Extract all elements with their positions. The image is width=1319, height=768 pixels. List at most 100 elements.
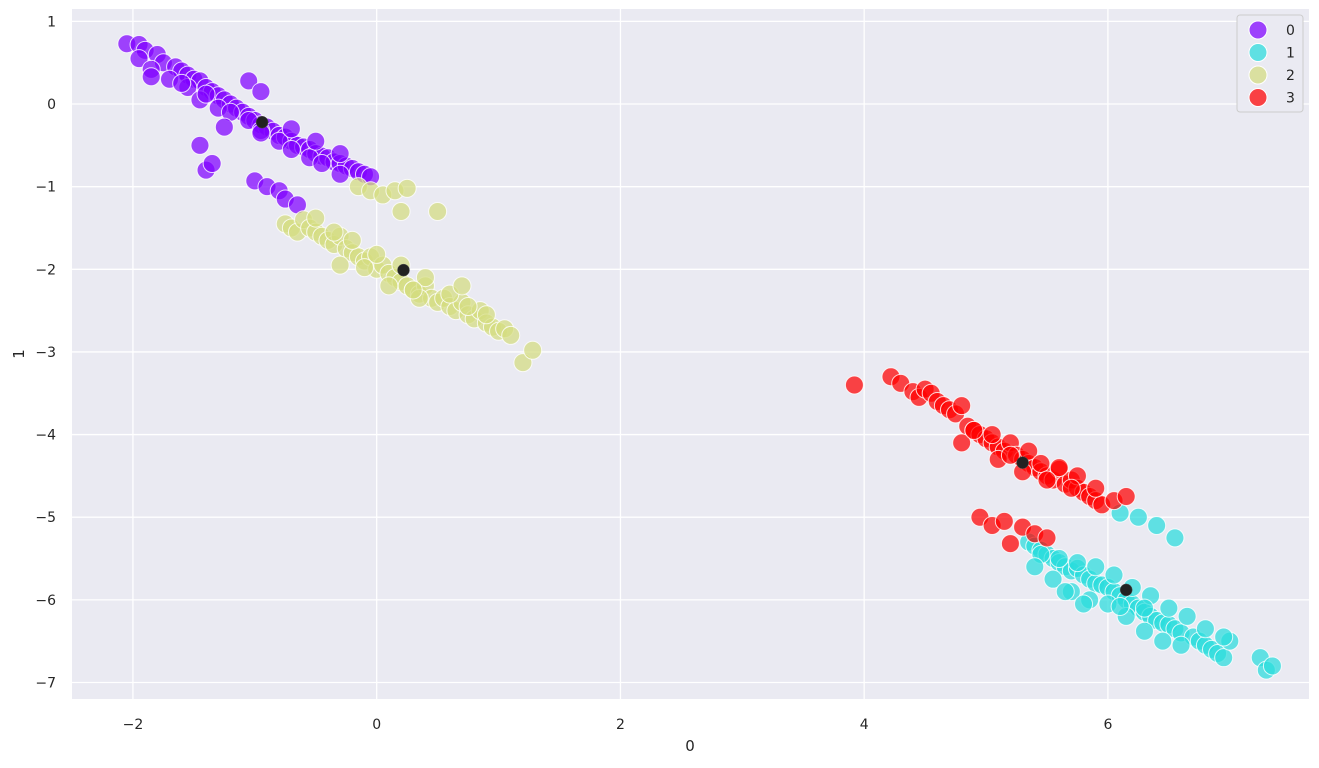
x-axis-label: 0 xyxy=(685,737,695,755)
x-tick-label: 0 xyxy=(372,717,381,733)
point-series-0 xyxy=(330,164,350,184)
point-series-3 xyxy=(1061,478,1081,498)
point-series-0 xyxy=(129,49,149,69)
y-tick-label: −3 xyxy=(35,345,56,361)
point-series-1 xyxy=(1067,553,1087,573)
y-tick-label: −7 xyxy=(35,675,56,691)
point-series-1 xyxy=(1128,507,1148,527)
point-series-1 xyxy=(1104,565,1124,585)
legend-entries: 0 1 2 3 xyxy=(1248,20,1295,107)
point-series-1 xyxy=(1025,557,1045,577)
legend-label-1: 1 xyxy=(1286,46,1295,62)
point-series-2 xyxy=(324,222,344,242)
point-series-1 xyxy=(1049,549,1069,569)
point-series-3 xyxy=(1000,445,1020,465)
point-series-1 xyxy=(1074,594,1094,614)
y-tick-label: −2 xyxy=(35,262,56,278)
point-series-2 xyxy=(354,258,374,278)
x-tick-label: 2 xyxy=(616,717,625,733)
point-series-3 xyxy=(1049,458,1069,478)
point-series-3 xyxy=(952,396,972,416)
point-series-1 xyxy=(1043,569,1063,589)
x-tick-label: 6 xyxy=(1103,717,1112,733)
point-series-2 xyxy=(428,201,448,221)
point-series-0 xyxy=(190,135,210,155)
point-series-1 xyxy=(1147,515,1167,535)
y-tick-labels: 1 0 −1 −2 −3 −4 −5 −6 −7 xyxy=(35,14,56,691)
y-tick-label: 1 xyxy=(47,14,56,30)
point-series-0 xyxy=(312,154,332,174)
point-series-0 xyxy=(330,144,350,164)
point-series-0 xyxy=(141,67,161,87)
point-series-0 xyxy=(202,154,222,174)
legend-label-3: 3 xyxy=(1286,91,1295,107)
point-series-2 xyxy=(476,305,496,325)
point-series-3 xyxy=(964,420,984,440)
point-series-3 xyxy=(1086,478,1106,498)
point-series-2 xyxy=(397,178,417,198)
y-tick-label: 0 xyxy=(47,97,56,113)
point-series-1 xyxy=(1086,557,1106,577)
point-series-2 xyxy=(501,325,521,345)
centroid-marker xyxy=(397,263,410,277)
point-series-3 xyxy=(1116,487,1136,507)
point-series-2 xyxy=(415,268,435,288)
legend-frame xyxy=(1236,14,1304,113)
y-tick-label: −4 xyxy=(35,428,56,444)
centroid-marker xyxy=(255,115,269,129)
point-series-2 xyxy=(391,201,411,221)
y-tick-label: −6 xyxy=(35,593,56,609)
point-series-1 xyxy=(1171,635,1191,655)
point-series-0 xyxy=(281,119,301,139)
legend-marker-0 xyxy=(1248,20,1268,40)
y-tick-label: −1 xyxy=(35,180,56,196)
point-series-1 xyxy=(1177,606,1197,626)
point-series-3 xyxy=(1037,470,1057,490)
x-tick-label: 4 xyxy=(860,717,869,733)
y-tick-label: −5 xyxy=(35,510,56,526)
point-series-1 xyxy=(1134,598,1154,618)
point-series-0 xyxy=(196,84,216,104)
data-points xyxy=(117,34,1282,680)
centroid-marker xyxy=(1119,583,1133,597)
point-series-3 xyxy=(1019,441,1039,461)
point-series-3 xyxy=(952,433,972,453)
point-series-3 xyxy=(844,375,864,395)
legend: 0 1 2 3 xyxy=(1236,14,1304,113)
y-axis-label: 1 xyxy=(10,349,28,359)
point-series-2 xyxy=(458,296,478,316)
point-series-1 xyxy=(1214,648,1234,668)
point-series-1 xyxy=(1195,619,1215,639)
x-tick-labels: −2 0 2 4 6 xyxy=(123,717,1113,733)
point-series-1 xyxy=(1214,627,1234,647)
point-series-0 xyxy=(214,117,234,137)
legend-label-0: 0 xyxy=(1286,23,1295,39)
point-series-2 xyxy=(330,255,350,275)
point-series-3 xyxy=(994,511,1014,531)
point-series-2 xyxy=(306,208,326,228)
point-series-3 xyxy=(1000,534,1020,554)
point-series-2 xyxy=(523,340,543,360)
point-series-1 xyxy=(1055,582,1075,602)
point-series-1 xyxy=(1134,621,1154,641)
point-series-0 xyxy=(251,82,271,102)
point-series-1 xyxy=(1262,656,1282,676)
x-tick-label: −2 xyxy=(123,717,144,733)
point-series-2 xyxy=(367,244,387,264)
point-series-0 xyxy=(239,71,259,91)
point-series-1 xyxy=(1153,631,1173,651)
centroid-marker xyxy=(1016,456,1029,469)
point-series-0 xyxy=(306,131,326,151)
point-series-2 xyxy=(452,276,472,296)
point-series-2 xyxy=(403,280,423,300)
centroid-markers xyxy=(255,115,1133,597)
point-series-2 xyxy=(379,276,399,296)
point-series-1 xyxy=(1110,596,1130,616)
point-series-2 xyxy=(342,230,362,250)
legend-marker-1 xyxy=(1248,43,1268,62)
legend-marker-3 xyxy=(1248,88,1268,107)
point-series-0 xyxy=(172,73,192,93)
point-series-3 xyxy=(982,425,1002,445)
